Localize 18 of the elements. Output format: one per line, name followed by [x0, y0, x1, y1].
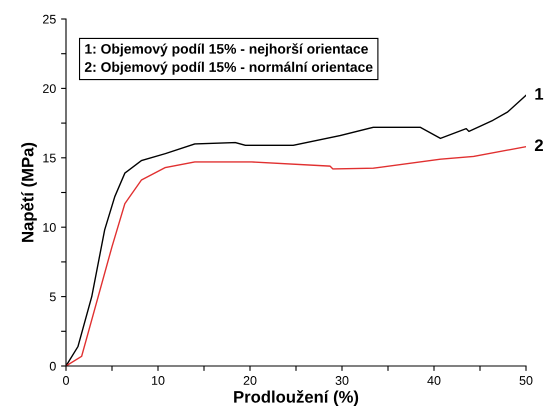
x-tick-label: 0: [63, 376, 69, 385]
x-tick-label: 40: [427, 376, 440, 385]
series-label: 1: [535, 88, 544, 100]
y-tick-label: 0: [50, 362, 56, 371]
annotation: 2: Objemový podíl 15% - normální orientace: [84, 62, 373, 75]
y-axis-title: Napětí (MPa): [20, 142, 37, 242]
x-tick-label: 10: [152, 376, 164, 385]
annotation: 1: Objemový podíl 15% - nejhorší orientace: [85, 43, 368, 57]
y-tick-label: 5: [50, 292, 56, 302]
y-tick-label: 10: [43, 223, 56, 232]
x-axis-title: Prodloužení (%): [234, 390, 358, 406]
x-tick-label: 20: [244, 376, 256, 385]
series-label: 2: [534, 139, 543, 152]
y-tick-label: 25: [43, 14, 56, 24]
y-tick-label: 20: [43, 84, 56, 94]
x-tick-label: 30: [336, 376, 348, 385]
x-tick-label: 50: [520, 376, 532, 385]
y-tick-label: 15: [43, 154, 56, 162]
